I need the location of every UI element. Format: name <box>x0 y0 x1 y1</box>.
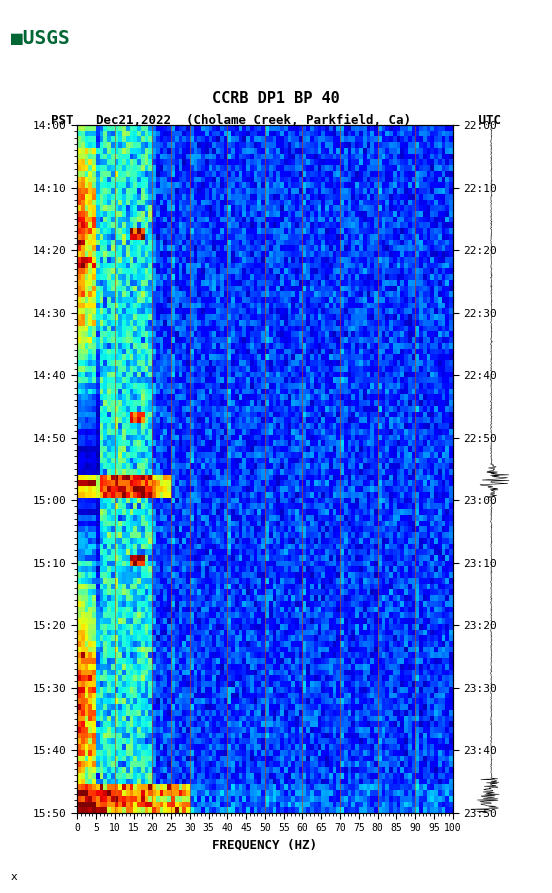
X-axis label: FREQUENCY (HZ): FREQUENCY (HZ) <box>213 839 317 852</box>
Text: x: x <box>11 872 18 882</box>
Text: PST   Dec21,2022  (Cholame Creek, Parkfield, Ca)         UTC: PST Dec21,2022 (Cholame Creek, Parkfield… <box>51 114 501 127</box>
Text: CCRB DP1 BP 40: CCRB DP1 BP 40 <box>212 91 340 105</box>
Text: ■USGS: ■USGS <box>11 29 70 47</box>
